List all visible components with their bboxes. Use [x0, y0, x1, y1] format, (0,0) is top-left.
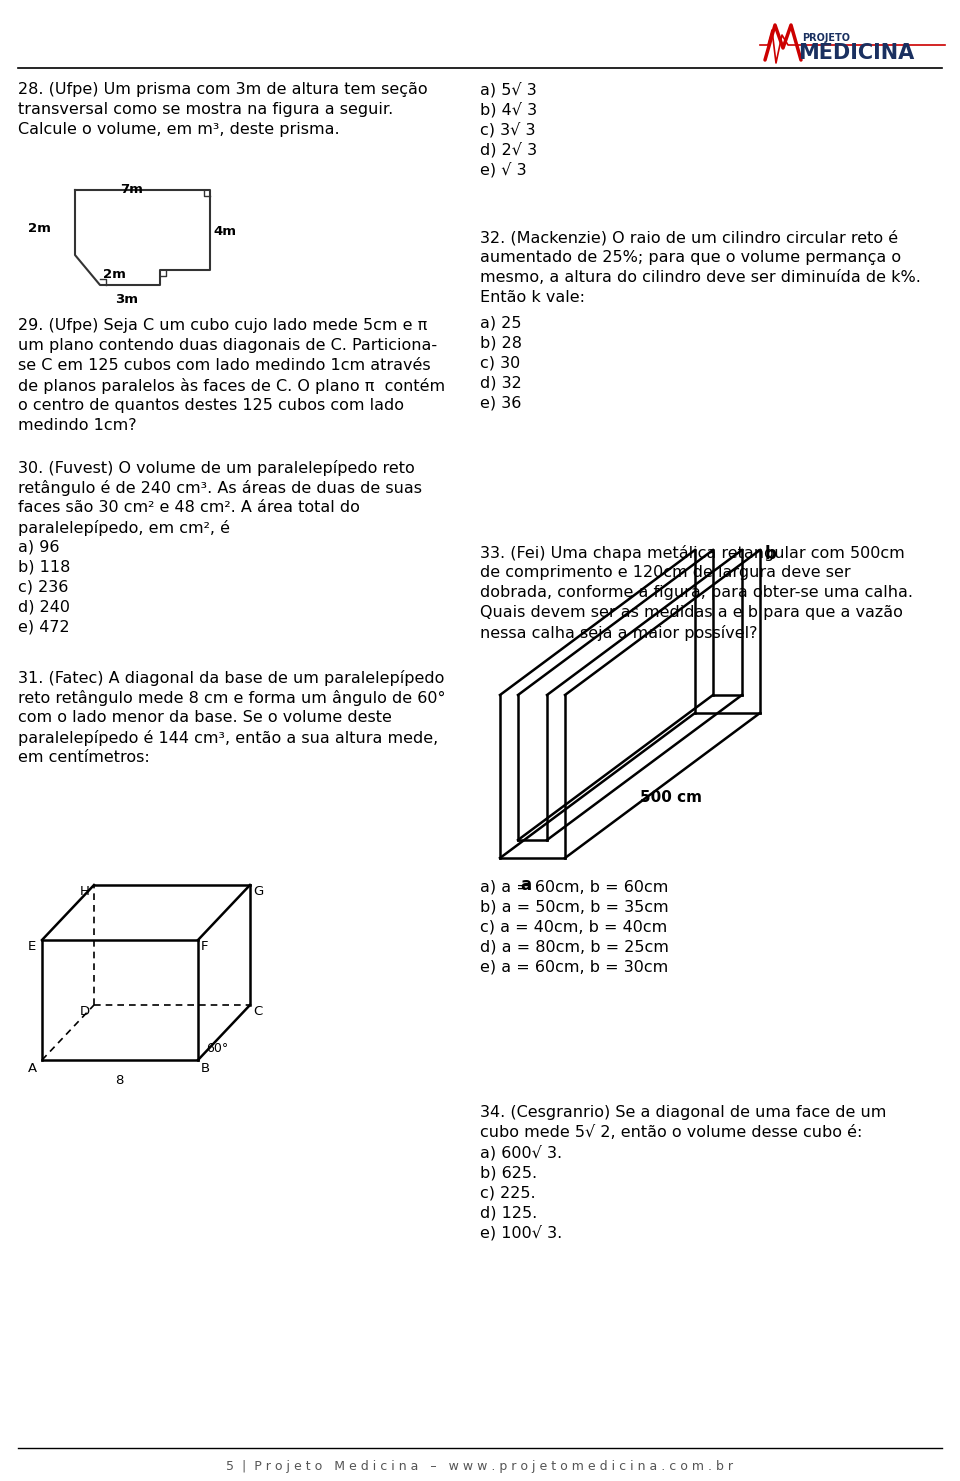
Text: e) √ 3: e) √ 3: [480, 161, 527, 178]
Text: d) 240: d) 240: [18, 600, 70, 615]
Text: b) 625.: b) 625.: [480, 1166, 538, 1180]
Text: c) 225.: c) 225.: [480, 1185, 536, 1200]
Text: D: D: [80, 1006, 90, 1017]
Text: c) 236: c) 236: [18, 581, 68, 595]
Text: Quais devem ser as medidas a e b para que a vazão: Quais devem ser as medidas a e b para qu…: [480, 606, 902, 621]
Text: c) a = 40cm, b = 40cm: c) a = 40cm, b = 40cm: [480, 920, 667, 935]
Text: b) 4√ 3: b) 4√ 3: [480, 102, 538, 117]
Text: e) a = 60cm, b = 30cm: e) a = 60cm, b = 30cm: [480, 960, 668, 974]
Text: 34. (Cesgranrio) Se a diagonal de uma face de um: 34. (Cesgranrio) Se a diagonal de uma fa…: [480, 1105, 886, 1120]
Text: 30. (Fuvest) O volume de um paralelepípedo reto: 30. (Fuvest) O volume de um paralelepípe…: [18, 461, 415, 475]
Text: nessa calha seja a maior possível?: nessa calha seja a maior possível?: [480, 625, 757, 641]
Text: d) 125.: d) 125.: [480, 1206, 538, 1220]
Text: a) 96: a) 96: [18, 541, 60, 555]
Text: o centro de quantos destes 125 cubos com lado: o centro de quantos destes 125 cubos com…: [18, 398, 404, 413]
Text: paralelepípedo é 144 cm³, então a sua altura mede,: paralelepípedo é 144 cm³, então a sua al…: [18, 730, 439, 746]
Text: Calcule o volume, em m³, deste prisma.: Calcule o volume, em m³, deste prisma.: [18, 121, 340, 138]
Text: a) 25: a) 25: [480, 315, 521, 330]
Text: reto retângulo mede 8 cm e forma um ângulo de 60°: reto retângulo mede 8 cm e forma um ângu…: [18, 690, 445, 706]
Text: E: E: [28, 940, 36, 952]
Text: PROJETO: PROJETO: [802, 33, 850, 43]
Text: b) 28: b) 28: [480, 335, 522, 350]
Text: faces são 30 cm² e 48 cm². A área total do: faces são 30 cm² e 48 cm². A área total …: [18, 501, 360, 515]
Text: dobrada, conforme a figura, para obter-se uma calha.: dobrada, conforme a figura, para obter-s…: [480, 585, 913, 600]
Text: Então k vale:: Então k vale:: [480, 290, 585, 305]
Text: a) 5√ 3: a) 5√ 3: [480, 81, 537, 98]
Text: de comprimento e 120cm de largura deve ser: de comprimento e 120cm de largura deve s…: [480, 564, 851, 581]
Text: aumentado de 25%; para que o volume permança o: aumentado de 25%; para que o volume perm…: [480, 250, 901, 265]
Text: e) 100√ 3.: e) 100√ 3.: [480, 1225, 563, 1241]
Text: 31. (Fatec) A diagonal da base de um paralelepípedo: 31. (Fatec) A diagonal da base de um par…: [18, 669, 444, 686]
Text: A: A: [28, 1062, 37, 1075]
Text: retângulo é de 240 cm³. As áreas de duas de suas: retângulo é de 240 cm³. As áreas de duas…: [18, 480, 422, 496]
Text: 5  |  P r o j e t o   M e d i c i n a   –   w w w . p r o j e t o m e d i c i n : 5 | P r o j e t o M e d i c i n a – w w …: [227, 1460, 733, 1474]
Text: C: C: [253, 1006, 262, 1017]
Text: e) 36: e) 36: [480, 395, 521, 410]
Text: a) a = 60cm, b = 60cm: a) a = 60cm, b = 60cm: [480, 880, 668, 895]
Text: d) 2√ 3: d) 2√ 3: [480, 142, 538, 157]
Text: 60°: 60°: [206, 1043, 228, 1054]
Text: a) 600√ 3.: a) 600√ 3.: [480, 1145, 563, 1161]
Text: 2m: 2m: [28, 222, 51, 235]
Text: medindo 1cm?: medindo 1cm?: [18, 418, 136, 432]
Text: b: b: [765, 545, 777, 563]
Text: MEDICINA: MEDICINA: [798, 43, 914, 64]
Text: F: F: [201, 940, 208, 952]
Text: 8: 8: [115, 1074, 124, 1087]
Text: 33. (Fei) Uma chapa metálica retangular com 500cm: 33. (Fei) Uma chapa metálica retangular …: [480, 545, 904, 561]
Text: B: B: [201, 1062, 210, 1075]
Text: c) 3√ 3: c) 3√ 3: [480, 121, 536, 138]
Text: 28. (Ufpe) Um prisma com 3m de altura tem seção: 28. (Ufpe) Um prisma com 3m de altura te…: [18, 81, 427, 96]
Text: H: H: [80, 886, 90, 897]
Text: em centímetros:: em centímetros:: [18, 749, 150, 766]
Text: de planos paralelos às faces de C. O plano π  contém: de planos paralelos às faces de C. O pla…: [18, 378, 445, 394]
Text: se C em 125 cubos com lado medindo 1cm através: se C em 125 cubos com lado medindo 1cm a…: [18, 358, 431, 373]
Text: 3m: 3m: [115, 293, 138, 307]
Text: e) 472: e) 472: [18, 621, 70, 635]
Text: a: a: [520, 875, 531, 895]
Text: d) 32: d) 32: [480, 375, 521, 390]
Text: 2m: 2m: [103, 268, 126, 281]
Text: c) 30: c) 30: [480, 355, 520, 370]
Text: d) a = 80cm, b = 25cm: d) a = 80cm, b = 25cm: [480, 940, 669, 955]
Text: G: G: [253, 886, 263, 897]
Text: b) a = 50cm, b = 35cm: b) a = 50cm, b = 35cm: [480, 900, 668, 915]
Text: 500 cm: 500 cm: [640, 789, 702, 806]
Text: cubo mede 5√ 2, então o volume desse cubo é:: cubo mede 5√ 2, então o volume desse cub…: [480, 1126, 862, 1140]
Text: com o lado menor da base. Se o volume deste: com o lado menor da base. Se o volume de…: [18, 709, 392, 726]
Text: 32. (Mackenzie) O raio de um cilindro circular reto é: 32. (Mackenzie) O raio de um cilindro ci…: [480, 230, 899, 246]
Text: mesmo, a altura do cilindro deve ser diminuída de k%.: mesmo, a altura do cilindro deve ser dim…: [480, 270, 921, 284]
Text: 7m: 7m: [120, 184, 143, 195]
Text: paralelepípedo, em cm², é: paralelepípedo, em cm², é: [18, 520, 230, 536]
Text: b) 118: b) 118: [18, 560, 70, 575]
Text: 29. (Ufpe) Seja C um cubo cujo lado mede 5cm e π: 29. (Ufpe) Seja C um cubo cujo lado mede…: [18, 318, 427, 333]
Text: transversal como se mostra na figura a seguir.: transversal como se mostra na figura a s…: [18, 102, 394, 117]
Text: 4m: 4m: [213, 225, 236, 238]
Text: um plano contendo duas diagonais de C. Particiona-: um plano contendo duas diagonais de C. P…: [18, 338, 437, 352]
